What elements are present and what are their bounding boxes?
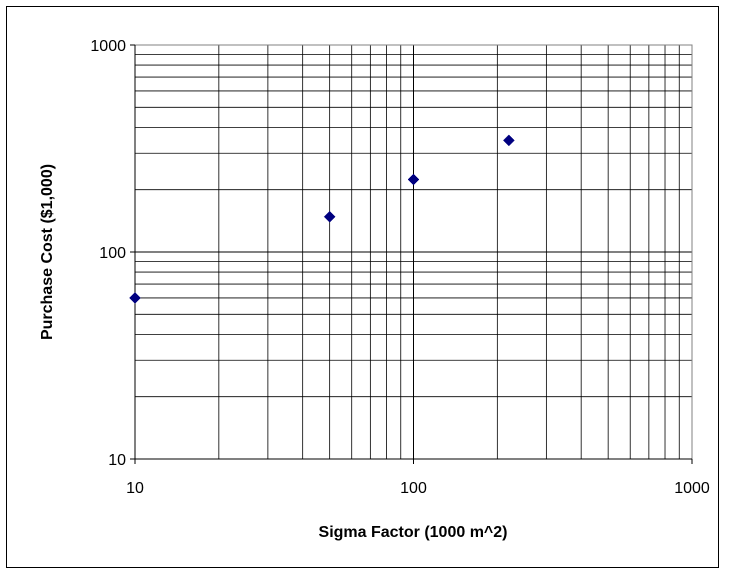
y-tick-label: 10 bbox=[108, 452, 126, 469]
x-gridlines bbox=[218, 45, 680, 459]
x-axis-title: Sigma Factor (1000 m^2) bbox=[319, 524, 508, 541]
x-tick-label: 100 bbox=[400, 480, 427, 497]
x-tick-label: 1000 bbox=[674, 480, 710, 497]
x-tick-label: 10 bbox=[126, 480, 144, 497]
data-point bbox=[503, 134, 515, 147]
data-point bbox=[323, 210, 336, 223]
y-tick-label: 1000 bbox=[90, 38, 126, 55]
data-points bbox=[129, 134, 515, 304]
data-point bbox=[407, 173, 420, 186]
y-tick-label: 100 bbox=[99, 245, 126, 262]
y-axis-title: Purchase Cost ($1,000) bbox=[39, 164, 56, 340]
y-axis: 10 100 1000 bbox=[90, 38, 136, 469]
x-axis: 10 100 1000 bbox=[126, 458, 710, 497]
data-point bbox=[129, 292, 141, 304]
